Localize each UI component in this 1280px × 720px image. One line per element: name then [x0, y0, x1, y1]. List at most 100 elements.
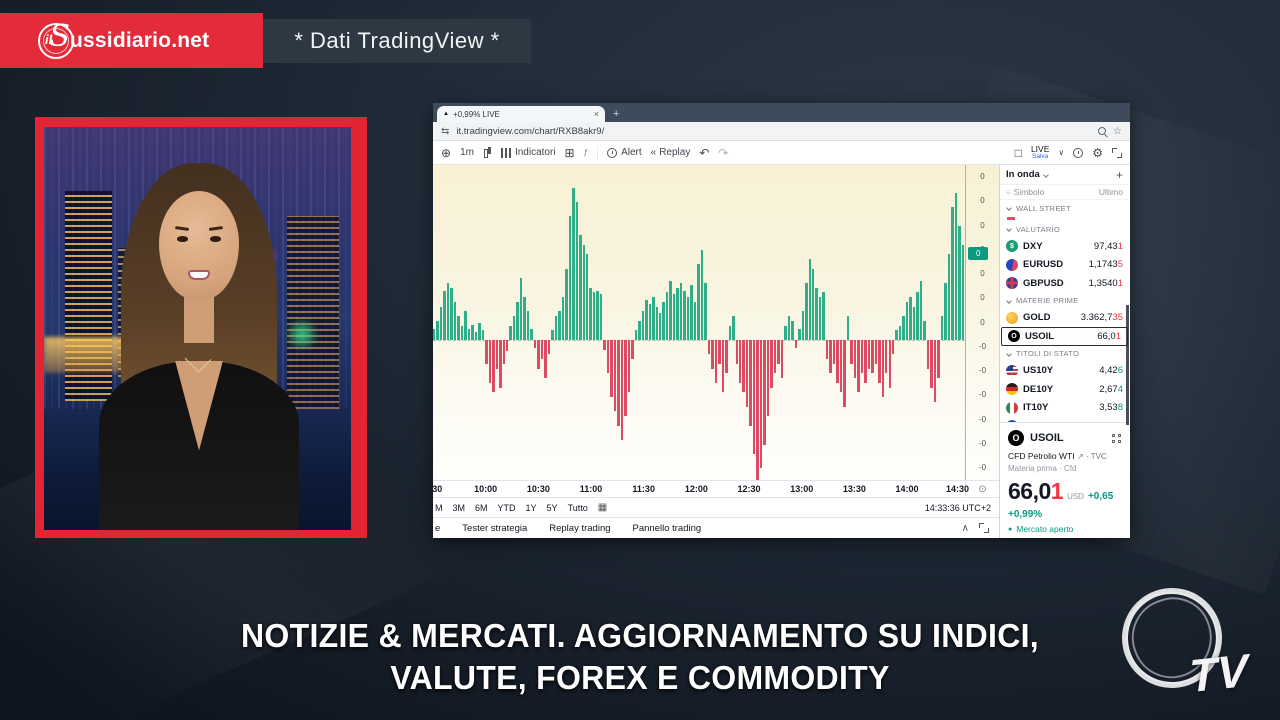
headline-line2: VALUTE, FOREX E COMMODITY	[390, 659, 890, 696]
histogram-bar	[683, 291, 686, 340]
instrument-name-text: CFD Petrolio WTI	[1008, 451, 1075, 461]
bottom-tab[interactable]: e	[435, 522, 441, 534]
brow	[208, 226, 224, 232]
time-tick-label: 13:00	[790, 484, 814, 494]
symbol-search-icon[interactable]: ⊕	[441, 145, 452, 160]
histogram-bar	[606, 340, 610, 373]
histogram-bar	[885, 340, 888, 373]
watchlist-section-titoli-di-stato[interactable]: TITOLI DI STATO	[1000, 346, 1129, 362]
undo-icon[interactable]: ↶	[699, 145, 710, 160]
histogram-bar	[645, 300, 648, 340]
bookmark-star-icon[interactable]: ☆	[1113, 125, 1122, 137]
redo-icon[interactable]: ↷	[718, 145, 729, 160]
panel-collapse-icon[interactable]: ∧	[961, 522, 969, 534]
watchlist-row-it10y[interactable]: IT10Y 3,538	[1000, 399, 1129, 418]
watchlist-row-gold[interactable]: GOLD 3.362,735	[1000, 309, 1129, 328]
calendar-icon[interactable]: ▦	[597, 502, 608, 513]
time-tick-label: 14:30	[946, 484, 970, 494]
detail-symbol[interactable]: USOIL	[1030, 432, 1064, 444]
histogram-bar	[937, 340, 940, 378]
histogram-bar	[446, 283, 450, 340]
range-button-5y[interactable]: 5Y	[546, 502, 558, 513]
watchlist-row-de10y[interactable]: DE10Y 2,674	[1000, 380, 1129, 399]
live-save-button[interactable]: LIVE Salva	[1031, 145, 1049, 160]
histogram-bar	[589, 288, 592, 340]
histogram-bar	[944, 283, 947, 340]
new-tab-button[interactable]: +	[613, 108, 620, 120]
replay-button[interactable]: « Replay	[651, 147, 691, 158]
range-button-m[interactable]: M	[435, 502, 443, 513]
last-value: 4,426	[1099, 365, 1123, 377]
watchlist-section-materie-prime[interactable]: MATERIE PRIME	[1000, 293, 1129, 309]
symbol-name: EURUSD	[1023, 259, 1064, 271]
url-input[interactable]: it.tradingview.com/chart/RXB8akr9/	[456, 125, 605, 137]
logo-il-text: il	[45, 31, 53, 47]
bottom-tab[interactable]: Replay trading	[549, 522, 611, 534]
timeframe-button[interactable]: 1m	[460, 147, 474, 158]
histogram-bar	[512, 316, 516, 340]
axis-settings-icon[interactable]: ⊙	[965, 481, 999, 497]
presenter-video-frame	[35, 117, 367, 538]
alert-button[interactable]: Alert	[607, 147, 642, 158]
watchlist-row-us10y[interactable]: US10Y 4,426	[1000, 362, 1129, 381]
close-tab-icon[interactable]: ×	[593, 109, 599, 119]
histogram-bar	[558, 311, 561, 340]
chevron-down-icon[interactable]: ∨	[1058, 148, 1065, 157]
histogram-bar	[763, 340, 766, 445]
external-link-icon[interactable]: ↗	[1076, 452, 1084, 461]
histogram-bar	[655, 307, 658, 340]
bottom-tab[interactable]: Pannello trading	[632, 522, 702, 534]
histogram-bar	[464, 311, 467, 340]
market-status-text: Mercato aperto	[1016, 524, 1074, 534]
watchlist-row-usoil[interactable]: O USOIL 66,01	[1001, 327, 1128, 346]
bottom-tab[interactable]: Tester strategia	[462, 522, 528, 534]
layout-grid-icon[interactable]: ⊞	[564, 145, 575, 160]
fullscreen-icon[interactable]	[1112, 147, 1122, 158]
range-button-tutto[interactable]: Tutto	[567, 502, 588, 513]
current-price-badge: 0	[968, 247, 989, 260]
settings-gear-icon[interactable]: ⚙	[1092, 145, 1103, 160]
histogram-bar	[544, 340, 547, 378]
screenshot-icon[interactable]: □	[1014, 145, 1022, 160]
add-symbol-button[interactable]: +	[1115, 167, 1123, 182]
time-axis[interactable]: 30 10:00 10:30 11:00 11:30 12:00 12:30 13:00 13:…	[432, 480, 999, 497]
presenter-photo	[44, 127, 351, 530]
dxy-icon: $	[1006, 240, 1018, 253]
range-button-6m[interactable]: 6M	[475, 502, 488, 513]
panel-expand-icon[interactable]	[979, 523, 989, 533]
browser-tab[interactable]: ▲ +0,99% LIVE ×	[437, 106, 605, 122]
last-value: 1,17435	[1088, 259, 1123, 271]
watchlist-section-valutario[interactable]: VALUTARIO	[1000, 221, 1129, 237]
watchlist-scrollbar[interactable]	[1126, 305, 1129, 425]
fx-icon[interactable]: ƒ	[583, 148, 589, 157]
histogram-bar	[933, 340, 937, 402]
last-value: 97,431	[1093, 240, 1123, 252]
histogram-bar	[853, 340, 857, 378]
chart-style-icon[interactable]	[483, 147, 492, 158]
tab-switch-icon[interactable]: ⇆	[441, 125, 450, 137]
range-button-3m[interactable]: 3M	[452, 502, 466, 513]
histogram-bar	[554, 316, 558, 340]
watchlist-row-btpbund[interactable]: BTPBUND 86,400	[1000, 417, 1129, 422]
watchlist-rows: WALL STREET VALUTARIO $ DXY 97,431 EURUSD 1,17…	[1000, 200, 1129, 422]
gbpusd-icon	[1006, 277, 1018, 290]
watchlist-row-eurusd[interactable]: EURUSD 1,17435	[1000, 256, 1129, 275]
range-button-ytd[interactable]: YTD	[497, 502, 516, 513]
server-clock[interactable]: 14:33:36 UTC+2	[924, 502, 991, 513]
watchlist-row-dxy[interactable]: $ DXY 97,431	[1000, 237, 1129, 256]
histogram-bar	[888, 340, 891, 388]
indicators-button[interactable]: Indicatori	[500, 147, 556, 158]
watchlist-row-gbpusd[interactable]: GBPUSD 1,35401	[1000, 274, 1129, 293]
instrument-name[interactable]: CFD Petrolio WTI ↗ · TVC	[1008, 451, 1121, 461]
grid-view-icon[interactable]	[1112, 433, 1121, 443]
histogram-bar	[905, 302, 909, 340]
range-button-1y[interactable]: 1Y	[525, 502, 537, 513]
histogram-bar	[829, 340, 832, 373]
de10y-icon	[1006, 383, 1018, 396]
watchlist-section-wall-street[interactable]: WALL STREET	[1000, 200, 1129, 216]
watchlist-title[interactable]: In onda	[1006, 169, 1040, 180]
price-histogram-chart[interactable]	[433, 165, 965, 480]
zoom-icon[interactable]	[1098, 127, 1107, 135]
market-clock-icon[interactable]	[1073, 147, 1084, 158]
